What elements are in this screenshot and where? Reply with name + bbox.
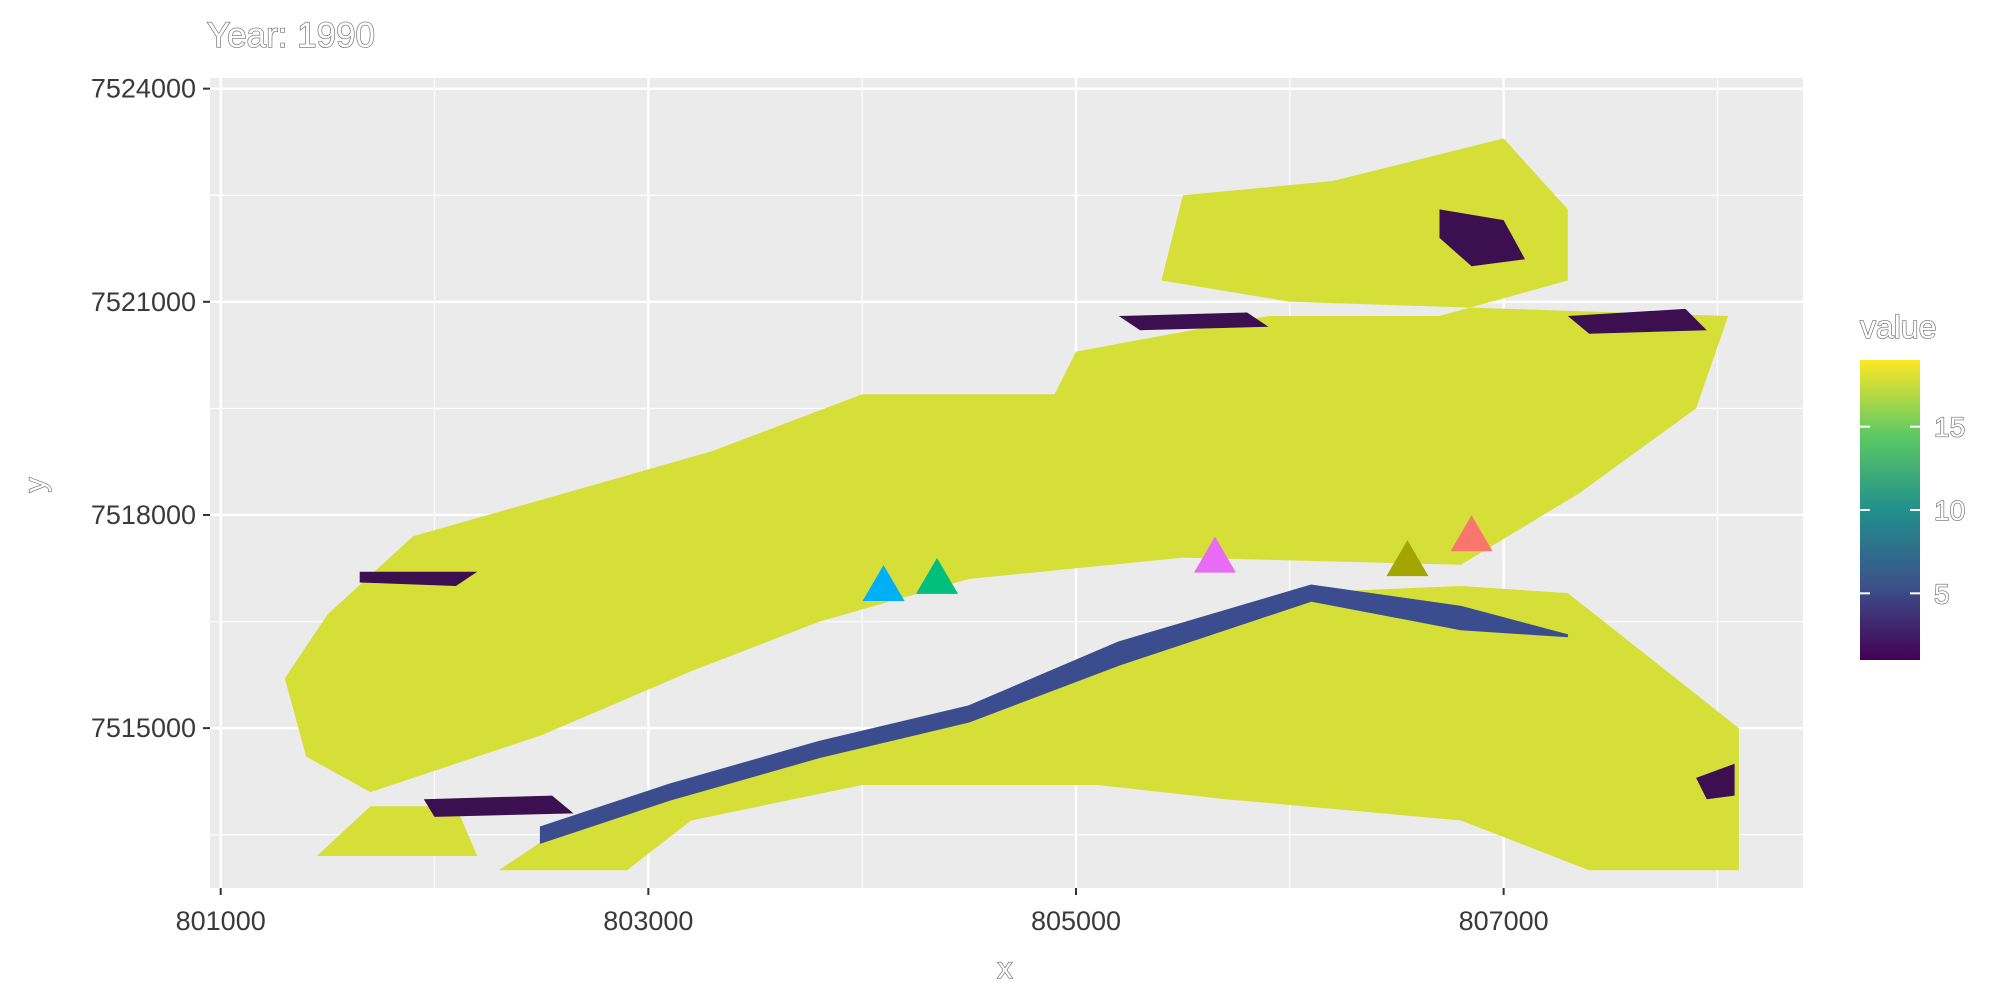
x-tick-label: 805000 bbox=[1031, 906, 1121, 936]
region-edge-patch bbox=[1567, 308, 1707, 334]
x-tick-label: 807000 bbox=[1459, 906, 1549, 936]
region-river-channel bbox=[539, 584, 1569, 844]
legend-tick-label: 5 bbox=[1934, 578, 1950, 609]
chart-title: Year: 1990 bbox=[207, 16, 375, 55]
raster-regions bbox=[284, 138, 1739, 871]
region-south-islet bbox=[316, 806, 478, 856]
y-tick-label: 7515000 bbox=[91, 713, 196, 743]
region-edge-patch bbox=[1118, 312, 1269, 331]
site-marker bbox=[1450, 515, 1493, 552]
legend-title: value bbox=[1860, 309, 1937, 345]
region-main-land bbox=[284, 138, 1729, 793]
site-marker bbox=[1193, 536, 1236, 573]
y-tick-label: 7524000 bbox=[91, 74, 196, 104]
region-edge-patch bbox=[1696, 763, 1735, 800]
x-axis-label: x bbox=[998, 952, 1013, 985]
legend-tick-label: 10 bbox=[1934, 495, 1965, 526]
legend: value 5 10 15 bbox=[1859, 308, 1966, 660]
site-markers bbox=[862, 515, 1493, 602]
region-edge-patch bbox=[423, 795, 574, 817]
site-marker bbox=[916, 557, 959, 594]
legend-ticks: 5 10 15 bbox=[1860, 411, 1966, 610]
site-marker bbox=[1386, 540, 1429, 577]
region-edge-patch bbox=[1439, 209, 1525, 267]
site-marker bbox=[862, 565, 905, 602]
region-edge-patch bbox=[359, 571, 478, 586]
y-tick-label: 7518000 bbox=[91, 500, 196, 530]
region-south-land bbox=[498, 586, 1739, 871]
x-axis: 801000 803000 805000 807000 bbox=[176, 888, 1549, 936]
legend-tick-label: 15 bbox=[1934, 412, 1965, 443]
y-axis: 7515000 7518000 7521000 7524000 bbox=[91, 74, 210, 743]
y-axis-label: y bbox=[19, 478, 52, 493]
x-tick-label: 803000 bbox=[603, 906, 693, 936]
x-tick-label: 801000 bbox=[176, 906, 266, 936]
y-tick-label: 7521000 bbox=[91, 287, 196, 317]
